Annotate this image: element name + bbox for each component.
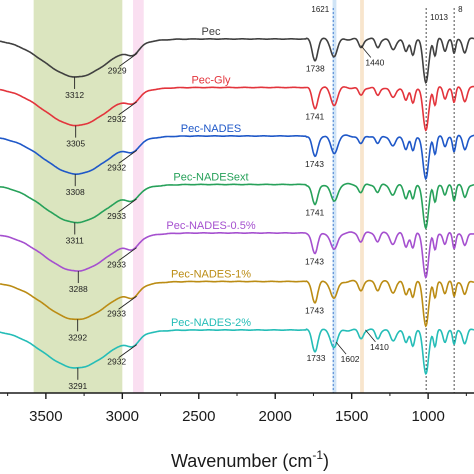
annotation-arrow-6-3 [335, 341, 347, 355]
annotation-label-4-1: 2933 [107, 260, 126, 270]
x-axis-title-sup: -1 [312, 448, 323, 462]
x-axis-title: Wavenumber (cm-1) [171, 448, 329, 471]
annotation-arrow-0-3 [360, 45, 372, 58]
annotation-label-1-0: 3305 [66, 139, 85, 149]
annotation-arrow-0-1 [118, 53, 138, 67]
shaded-band-2 [332, 0, 337, 393]
reference-line-label-2: 8 [458, 5, 463, 14]
series-label-1: Pec-Gly [191, 75, 231, 87]
annotation-label-3-1: 2933 [107, 211, 126, 221]
annotation-arrow-3-1 [118, 198, 137, 213]
series-line-5 [0, 279, 474, 328]
series-line-4 [0, 231, 474, 279]
annotation-label-0-2: 1738 [306, 64, 325, 74]
series-group: Pec 3312 2929 1738 1440 Pec-Gly 3305 2932 1741 Pe… [0, 26, 474, 391]
annotation-label-1-2: 1741 [305, 112, 324, 122]
annotation-label-0-3: 1440 [365, 57, 384, 67]
annotation-label-6-4: 1410 [370, 342, 389, 352]
annotation-label-5-0: 3292 [68, 332, 87, 342]
reference-line-label-1: 1013 [430, 13, 448, 22]
series-label-4: Pec-NADES-0.5% [166, 220, 255, 232]
annotation-label-6-1: 2932 [107, 357, 126, 367]
x-tick-label-4: 1500 [335, 408, 368, 425]
annotation-arrow-2-1 [118, 149, 137, 164]
annotation-label-3-0: 3311 [66, 235, 85, 245]
series-line-0 [0, 37, 474, 84]
annotation-label-6-3: 1602 [341, 354, 360, 364]
annotation-label-6-0: 3291 [68, 381, 87, 391]
annotation-arrow-1-1 [118, 101, 137, 116]
annotation-label-1-1: 2932 [107, 114, 126, 124]
series-line-3 [0, 182, 474, 230]
annotation-label-5-1: 2933 [107, 308, 126, 318]
reference-line-label-0: 1621 [311, 5, 329, 14]
annotation-label-2-0: 3308 [66, 187, 85, 197]
x-tick-label-2: 2500 [182, 408, 215, 425]
annotation-label-3-2: 1741 [305, 207, 324, 217]
annotation-label-5-2: 1743 [305, 306, 324, 316]
x-tick-label-0: 3500 [29, 408, 62, 425]
annotation-label-6-2: 1733 [307, 353, 326, 363]
series-label-5: Pec-NADES-1% [171, 269, 251, 281]
series-label-6: Pec-NADES-2% [171, 317, 251, 329]
series-line-2 [0, 134, 474, 181]
annotation-label-2-1: 2932 [107, 162, 126, 172]
x-tick-label-1: 3000 [106, 408, 139, 425]
axes: 3500 3000 2500 2000 1500 1000 [0, 392, 474, 425]
x-axis-title-close: ) [323, 451, 329, 471]
series-label-2: Pec-NADES [181, 123, 242, 135]
series-label-3: Pec-NADESext [173, 172, 248, 184]
series-line-1 [0, 85, 474, 132]
series-label-0: Pec [202, 26, 221, 38]
shaded-band-3 [360, 0, 364, 393]
annotation-label-4-0: 3288 [69, 284, 88, 294]
x-tick-label-3: 2000 [259, 408, 292, 425]
annotation-arrow-4-1 [118, 247, 137, 262]
annotation-arrow-6-4 [365, 329, 376, 343]
series-line-6 [0, 328, 474, 375]
x-tick-label-5: 1000 [411, 408, 444, 425]
annotation-arrow-5-1 [118, 295, 137, 310]
annotation-label-0-1: 2929 [108, 65, 127, 75]
annotation-arrow-6-1 [118, 344, 137, 359]
annotation-label-2-2: 1743 [305, 159, 324, 169]
annotation-label-0-0: 3312 [65, 90, 84, 100]
annotation-label-4-2: 1743 [305, 256, 324, 266]
